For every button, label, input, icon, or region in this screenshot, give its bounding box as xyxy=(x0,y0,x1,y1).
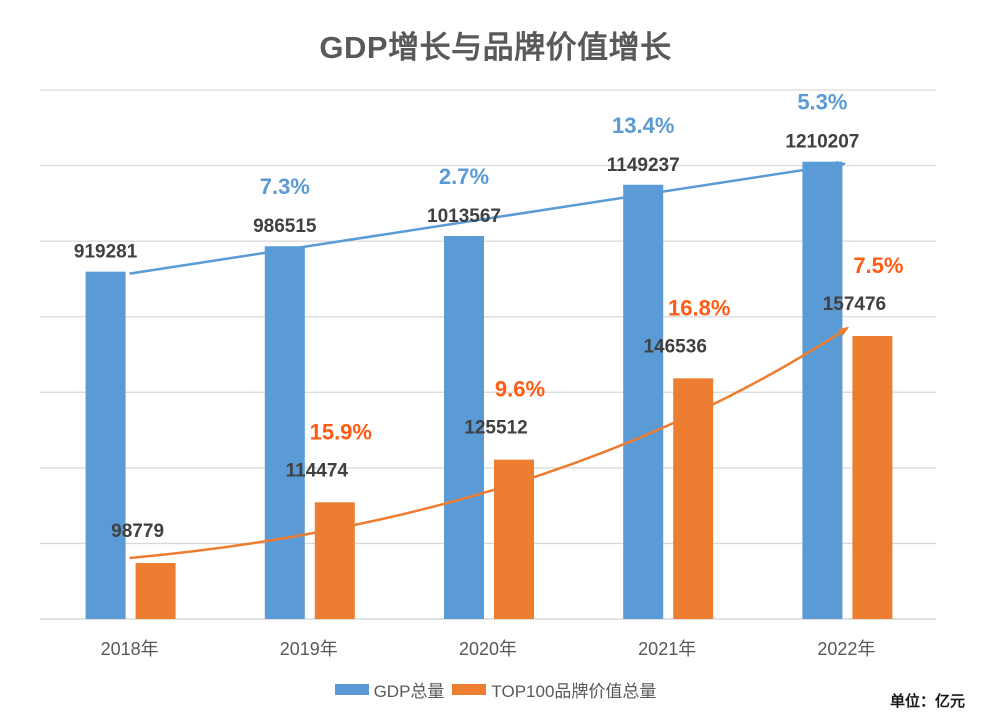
legend-swatch-gdp xyxy=(334,684,369,695)
x-axis-ticks: 2018年 2019年 2020年 2021年 2022年 xyxy=(101,639,876,659)
x-tick-label: 2019年 xyxy=(280,639,338,659)
bar-gdp xyxy=(85,271,126,619)
unit-label: 单位：亿元 xyxy=(889,693,965,710)
bar-gdp xyxy=(444,236,484,619)
value-label-brand: 114474 xyxy=(286,460,349,481)
data-labels: 919281 98779 986515 114474 7.3% 15.9% 1013567 1… xyxy=(74,90,904,542)
x-tick-label: 2020年 xyxy=(459,639,517,659)
trend-arrow-brand xyxy=(129,326,850,560)
growth-label-brand: 7.5% xyxy=(853,253,903,278)
legend-swatch-brand xyxy=(452,684,487,695)
trend-arrow-gdp xyxy=(129,160,847,275)
value-label-gdp: 1210207 xyxy=(785,132,859,153)
growth-label-brand: 9.6% xyxy=(495,377,545,402)
bar-brand xyxy=(135,563,176,619)
value-label-brand: 157476 xyxy=(823,294,886,315)
value-label-brand: 98779 xyxy=(111,521,164,542)
legend-item-gdp[interactable]: GDP总量 xyxy=(334,677,445,702)
growth-label-brand: 16.8% xyxy=(668,295,730,320)
value-label-gdp: 919281 xyxy=(74,242,138,263)
growth-label-brand: 15.9% xyxy=(310,419,372,444)
bar-gdp xyxy=(802,161,843,619)
value-label-gdp: 1013567 xyxy=(427,206,501,227)
legend-item-brand[interactable]: TOP100品牌价值总量 xyxy=(452,677,656,702)
chart-title: GDP增长与品牌价值增长 xyxy=(319,30,672,65)
bar-brand xyxy=(852,336,893,619)
growth-label-gdp: 13.4% xyxy=(612,113,674,138)
bar-brand xyxy=(673,378,714,619)
x-tick-label: 2021年 xyxy=(638,639,696,659)
x-tick-label: 2018年 xyxy=(101,639,159,659)
value-label-gdp: 986515 xyxy=(253,216,317,237)
value-label-brand: 125512 xyxy=(464,418,527,439)
legend-label-brand: TOP100品牌价值总量 xyxy=(491,682,657,701)
trend-lines xyxy=(129,160,850,560)
bar-brand xyxy=(314,502,355,619)
value-label-brand: 146536 xyxy=(643,336,706,357)
bar-brand xyxy=(494,459,534,619)
bars xyxy=(85,161,893,619)
bar-gdp xyxy=(264,246,305,619)
value-label-gdp: 1149237 xyxy=(607,155,680,176)
growth-label-gdp: 5.3% xyxy=(797,90,847,115)
x-tick-label: 2022年 xyxy=(817,639,875,659)
legend-label-gdp: GDP总量 xyxy=(373,682,445,701)
growth-label-gdp: 7.3% xyxy=(260,174,310,199)
growth-label-gdp: 2.7% xyxy=(439,164,489,189)
bar-gdp xyxy=(623,184,664,619)
gridlines xyxy=(40,89,936,620)
legend: GDP总量 TOP100品牌价值总量 xyxy=(0,677,991,702)
